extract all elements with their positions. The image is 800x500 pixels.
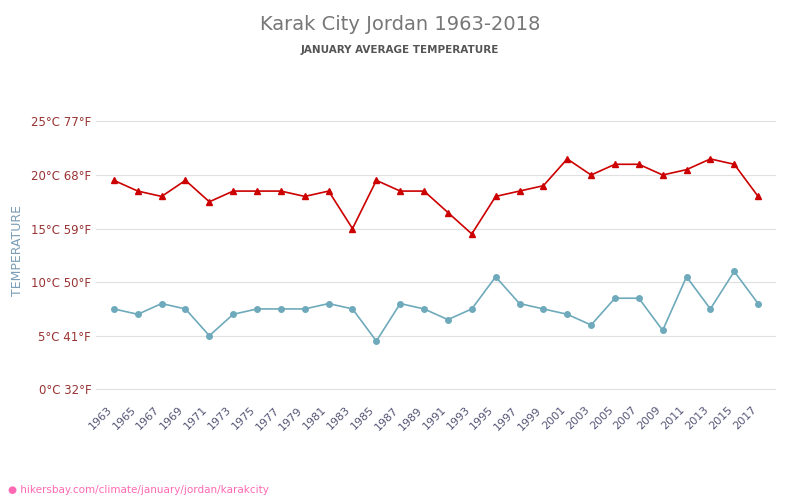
Text: JANUARY AVERAGE TEMPERATURE: JANUARY AVERAGE TEMPERATURE (301, 45, 499, 55)
Legend: NIGHT, DAY: NIGHT, DAY (362, 497, 510, 500)
Y-axis label: TEMPERATURE: TEMPERATURE (11, 204, 24, 296)
Text: ● hikersbay.com/climate/january/jordan/karakcity: ● hikersbay.com/climate/january/jordan/k… (8, 485, 269, 495)
Text: Karak City Jordan 1963-2018: Karak City Jordan 1963-2018 (260, 15, 540, 34)
